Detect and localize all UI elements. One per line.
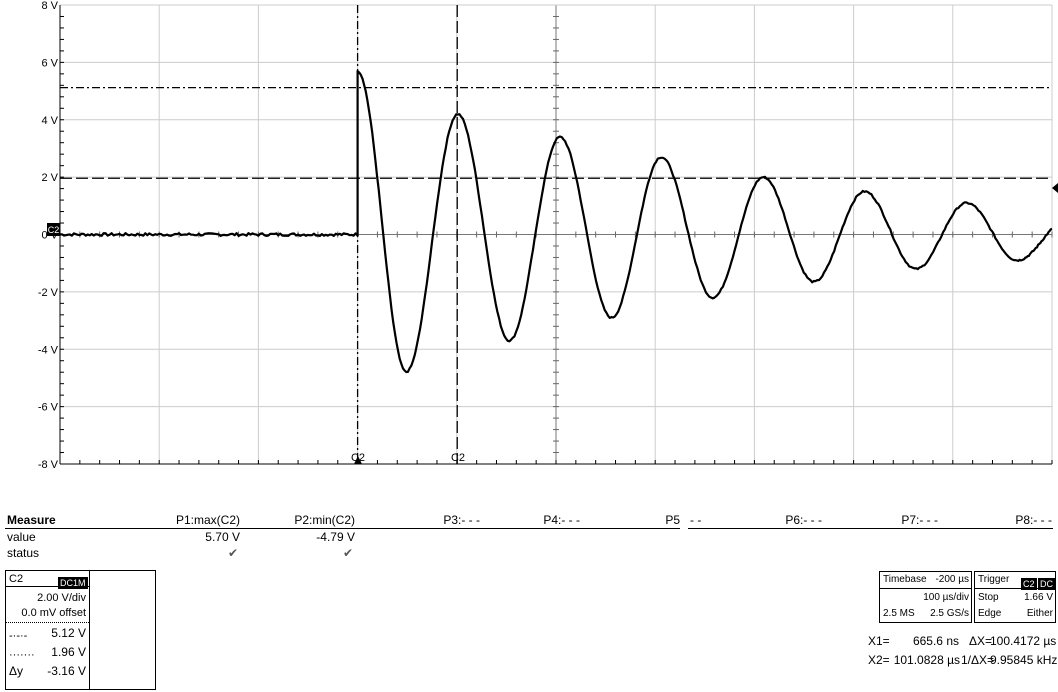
timebase-rate: 2.5 GS/s bbox=[930, 608, 969, 619]
x1-value: 665.6 ns bbox=[912, 634, 959, 648]
dx-value: 100.4172 µs bbox=[990, 634, 1057, 648]
param-p7-label[interactable]: P7:- - - bbox=[901, 513, 938, 527]
trigger-level: 1.66 V bbox=[1024, 592, 1053, 603]
param-p8-label[interactable]: P8:- - - bbox=[1015, 513, 1052, 527]
measure-divider-right bbox=[688, 528, 1053, 529]
row-label-status: status bbox=[7, 546, 40, 560]
inv-dx-value: 9.95845 kHz bbox=[990, 653, 1058, 667]
y-tick-label: 4 V bbox=[41, 115, 58, 127]
param-p1-status-icon: ✔ bbox=[227, 546, 238, 560]
timebase-tdiv: 100 µs/div bbox=[923, 592, 969, 603]
measure-divider bbox=[5, 528, 680, 529]
measure-title: Measure bbox=[7, 513, 56, 527]
timebase-delay: -200 µs bbox=[935, 574, 969, 585]
svg-text:C2: C2 bbox=[48, 225, 60, 235]
cursor1-tag: C2 bbox=[351, 452, 365, 464]
channel-name: C2 bbox=[9, 573, 24, 585]
y-tick-label: -8 V bbox=[38, 459, 59, 470]
param-p5-extra: - - bbox=[690, 513, 702, 527]
trigger-descriptor[interactable]: Trigger C2 DC Stop 1.66 V Edge Either bbox=[974, 571, 1056, 623]
channel-offset: 0.0 mV offset bbox=[21, 607, 86, 619]
param-p4-label[interactable]: P4:- - - bbox=[543, 513, 580, 527]
param-p1-label[interactable]: P1:max(C2) bbox=[175, 513, 240, 527]
trigger-type: Edge bbox=[978, 608, 1002, 619]
y-tick-label: -2 V bbox=[38, 287, 59, 299]
trigger-level-marker[interactable] bbox=[1052, 183, 1058, 193]
cursor-lower-value: 1.96 V bbox=[51, 645, 86, 659]
trigger-mode: Stop bbox=[978, 592, 999, 603]
param-p2-status-icon: ✔ bbox=[342, 546, 353, 560]
timebase-label: Timebase bbox=[883, 574, 927, 585]
param-p1-value: 5.70 V bbox=[205, 530, 240, 544]
cursor-lower-symbol: ······· bbox=[9, 649, 35, 661]
waveform-display[interactable]: 8 V6 V4 V2 V0 V-2 V-4 V-6 V-8 V -300 µs-… bbox=[0, 0, 1058, 470]
inv-dx-label: 1/ΔX= bbox=[961, 653, 995, 667]
y-tick-label: 2 V bbox=[41, 172, 58, 184]
trigger-source-badge: C2 bbox=[1021, 578, 1037, 590]
y-axis-labels: 8 V6 V4 V2 V0 V-2 V-4 V-6 V-8 V bbox=[38, 0, 59, 470]
trigger-coupling-badge: DC bbox=[1038, 578, 1055, 590]
trigger-position-marker[interactable] bbox=[354, 456, 362, 464]
cursor-upper-symbol: -·-·- bbox=[9, 630, 28, 642]
trigger-label: Trigger bbox=[978, 574, 1010, 585]
trace-ground-marker[interactable]: C2 bbox=[47, 223, 60, 236]
x2-value: 101.0828 µs bbox=[893, 653, 960, 667]
param-p3-label[interactable]: P3:- - - bbox=[443, 513, 480, 527]
trace-c2 bbox=[59, 69, 1053, 374]
trigger-slope: Either bbox=[1026, 608, 1053, 619]
timebase-descriptor[interactable]: Timebase -200 µs 100 µs/div 2.5 MS 2.5 G… bbox=[879, 571, 972, 623]
x2-label: X2= bbox=[868, 653, 890, 667]
y-tick-label: -6 V bbox=[38, 402, 59, 414]
param-p6-label[interactable]: P6:- - - bbox=[785, 513, 822, 527]
param-p2-value: -4.79 V bbox=[316, 530, 355, 544]
channel-c2-descriptor[interactable]: C2 DC1M 2.00 V/div 0.0 mV offset -·-·- 5… bbox=[5, 570, 156, 690]
timebase-samples: 2.5 MS bbox=[883, 608, 915, 619]
channel-vdiv: 2.00 V/div bbox=[37, 592, 86, 604]
param-p5-label[interactable]: P5 bbox=[665, 513, 680, 527]
dx-label: ΔX= bbox=[969, 634, 993, 648]
delta-y-symbol: Δy bbox=[9, 664, 24, 678]
cursor-upper-value: 5.12 V bbox=[51, 626, 86, 640]
y-tick-label: -4 V bbox=[38, 344, 59, 356]
param-p2-label[interactable]: P2:min(C2) bbox=[294, 513, 355, 527]
y-tick-label: 8 V bbox=[41, 0, 58, 12]
channel-coupling-badge: DC1M bbox=[58, 577, 88, 589]
delta-y-value: -3.16 V bbox=[47, 664, 86, 678]
row-label-value: value bbox=[7, 530, 36, 544]
y-tick-label: 6 V bbox=[41, 57, 58, 69]
cursor2-tag: C2 bbox=[451, 452, 465, 464]
x1-label: X1= bbox=[868, 634, 890, 648]
